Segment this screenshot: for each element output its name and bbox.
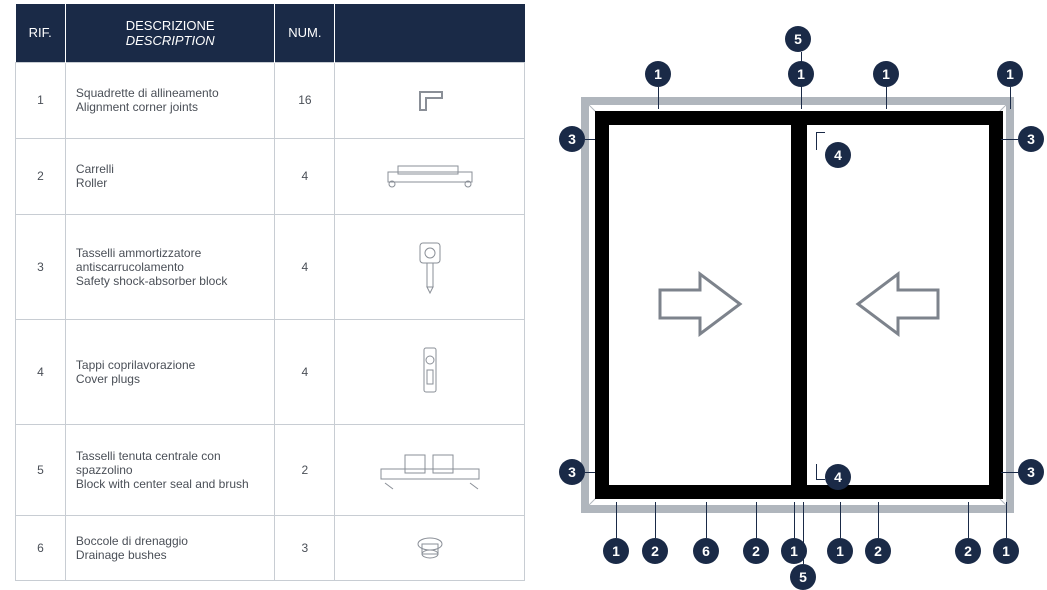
callout-badge-1: 1 bbox=[873, 61, 899, 87]
cell-image bbox=[335, 215, 525, 320]
cell-image bbox=[335, 425, 525, 516]
leader-line bbox=[756, 502, 757, 538]
table-head: RIF. DESCRIZIONE DESCRIPTION NUM. bbox=[16, 4, 525, 62]
callout-badge-2: 2 bbox=[743, 538, 769, 564]
leader-line bbox=[585, 472, 595, 473]
header-rif: RIF. bbox=[16, 4, 66, 62]
leader-line bbox=[1006, 502, 1007, 538]
cell-desc: Tasselli tenuta centrale con spazzolinoB… bbox=[65, 425, 275, 516]
callout-badge-3: 3 bbox=[1018, 459, 1044, 485]
cell-rif: 5 bbox=[16, 425, 66, 516]
callout-badge-1: 1 bbox=[788, 61, 814, 87]
table-row: 1Squadrette di allineamentoAlignment cor… bbox=[16, 62, 525, 138]
callout-badge-2: 2 bbox=[955, 538, 981, 564]
leader-line bbox=[840, 502, 841, 538]
leader-line bbox=[878, 502, 879, 538]
table-row: 5Tasselli tenuta centrale con spazzolino… bbox=[16, 425, 525, 516]
header-image bbox=[335, 4, 525, 62]
cell-num: 4 bbox=[275, 138, 335, 214]
parts-table: RIF. DESCRIZIONE DESCRIPTION NUM. 1Squad… bbox=[15, 4, 525, 581]
cell-rif: 1 bbox=[16, 62, 66, 138]
cell-num: 3 bbox=[275, 516, 335, 581]
header-num: NUM. bbox=[275, 4, 335, 62]
callout-badge-1: 1 bbox=[993, 538, 1019, 564]
header-desc: DESCRIZIONE DESCRIPTION bbox=[65, 4, 275, 62]
header-row: RIF. DESCRIZIONE DESCRIPTION NUM. bbox=[16, 4, 525, 62]
callout-badge-4: 4 bbox=[825, 464, 851, 490]
callout-badge-1: 1 bbox=[997, 61, 1023, 87]
callout-badge-6: 6 bbox=[693, 538, 719, 564]
leader-line bbox=[816, 132, 825, 133]
leader-line bbox=[1001, 139, 1018, 140]
callout-badge-1: 1 bbox=[645, 61, 671, 87]
callout-badge-5: 5 bbox=[790, 564, 816, 590]
callout-badge-3: 3 bbox=[1018, 126, 1044, 152]
cell-desc: Squadrette di allineamentoAlignment corn… bbox=[65, 62, 275, 138]
cell-desc: Tappi coprilavorazioneCover plugs bbox=[65, 320, 275, 425]
cell-desc: Tasselli ammortizzatore antiscarrucolame… bbox=[65, 215, 275, 320]
cell-image bbox=[335, 320, 525, 425]
leader-line bbox=[1001, 472, 1018, 473]
callout-badge-3: 3 bbox=[559, 459, 585, 485]
table-row: 3Tasselli ammortizzatore antiscarrucolam… bbox=[16, 215, 525, 320]
window-diagram: 511113343431262112215 bbox=[525, 4, 1032, 581]
leader-line bbox=[658, 87, 659, 109]
callout-badge-2: 2 bbox=[865, 538, 891, 564]
table-row: 4Tappi coprilavorazioneCover plugs4 bbox=[16, 320, 525, 425]
callout-badge-1: 1 bbox=[827, 538, 853, 564]
cell-rif: 3 bbox=[16, 215, 66, 320]
leader-line bbox=[816, 132, 817, 150]
leader-line bbox=[1010, 87, 1011, 109]
cell-image bbox=[335, 138, 525, 214]
cell-num: 16 bbox=[275, 62, 335, 138]
leader-line bbox=[616, 502, 617, 538]
callout-badge-3: 3 bbox=[559, 126, 585, 152]
leader-line bbox=[886, 87, 887, 109]
cell-num: 2 bbox=[275, 425, 335, 516]
cell-image bbox=[335, 516, 525, 581]
table-row: 2CarrelliRoller4 bbox=[16, 138, 525, 214]
table-body: 1Squadrette di allineamentoAlignment cor… bbox=[16, 62, 525, 581]
cell-rif: 2 bbox=[16, 138, 66, 214]
callout-badge-5: 5 bbox=[785, 26, 811, 52]
leader-line bbox=[816, 479, 825, 480]
callout-badge-1: 1 bbox=[603, 538, 629, 564]
leader-line bbox=[655, 502, 656, 538]
cell-rif: 4 bbox=[16, 320, 66, 425]
table-row: 6Boccole di drenaggioDrainage bushes3 bbox=[16, 516, 525, 581]
cell-image bbox=[335, 62, 525, 138]
leader-line bbox=[968, 502, 969, 538]
callout-badge-1: 1 bbox=[781, 538, 807, 564]
parts-table-container: RIF. DESCRIZIONE DESCRIPTION NUM. 1Squad… bbox=[15, 4, 525, 581]
leader-line bbox=[585, 139, 595, 140]
leader-line bbox=[816, 464, 817, 480]
cell-desc: CarrelliRoller bbox=[65, 138, 275, 214]
leader-line bbox=[794, 502, 795, 538]
cell-desc: Boccole di drenaggioDrainage bushes bbox=[65, 516, 275, 581]
cell-num: 4 bbox=[275, 215, 335, 320]
cell-rif: 6 bbox=[16, 516, 66, 581]
callout-badge-2: 2 bbox=[642, 538, 668, 564]
cell-num: 4 bbox=[275, 320, 335, 425]
callout-badge-4: 4 bbox=[825, 142, 851, 168]
leader-line bbox=[706, 502, 707, 538]
